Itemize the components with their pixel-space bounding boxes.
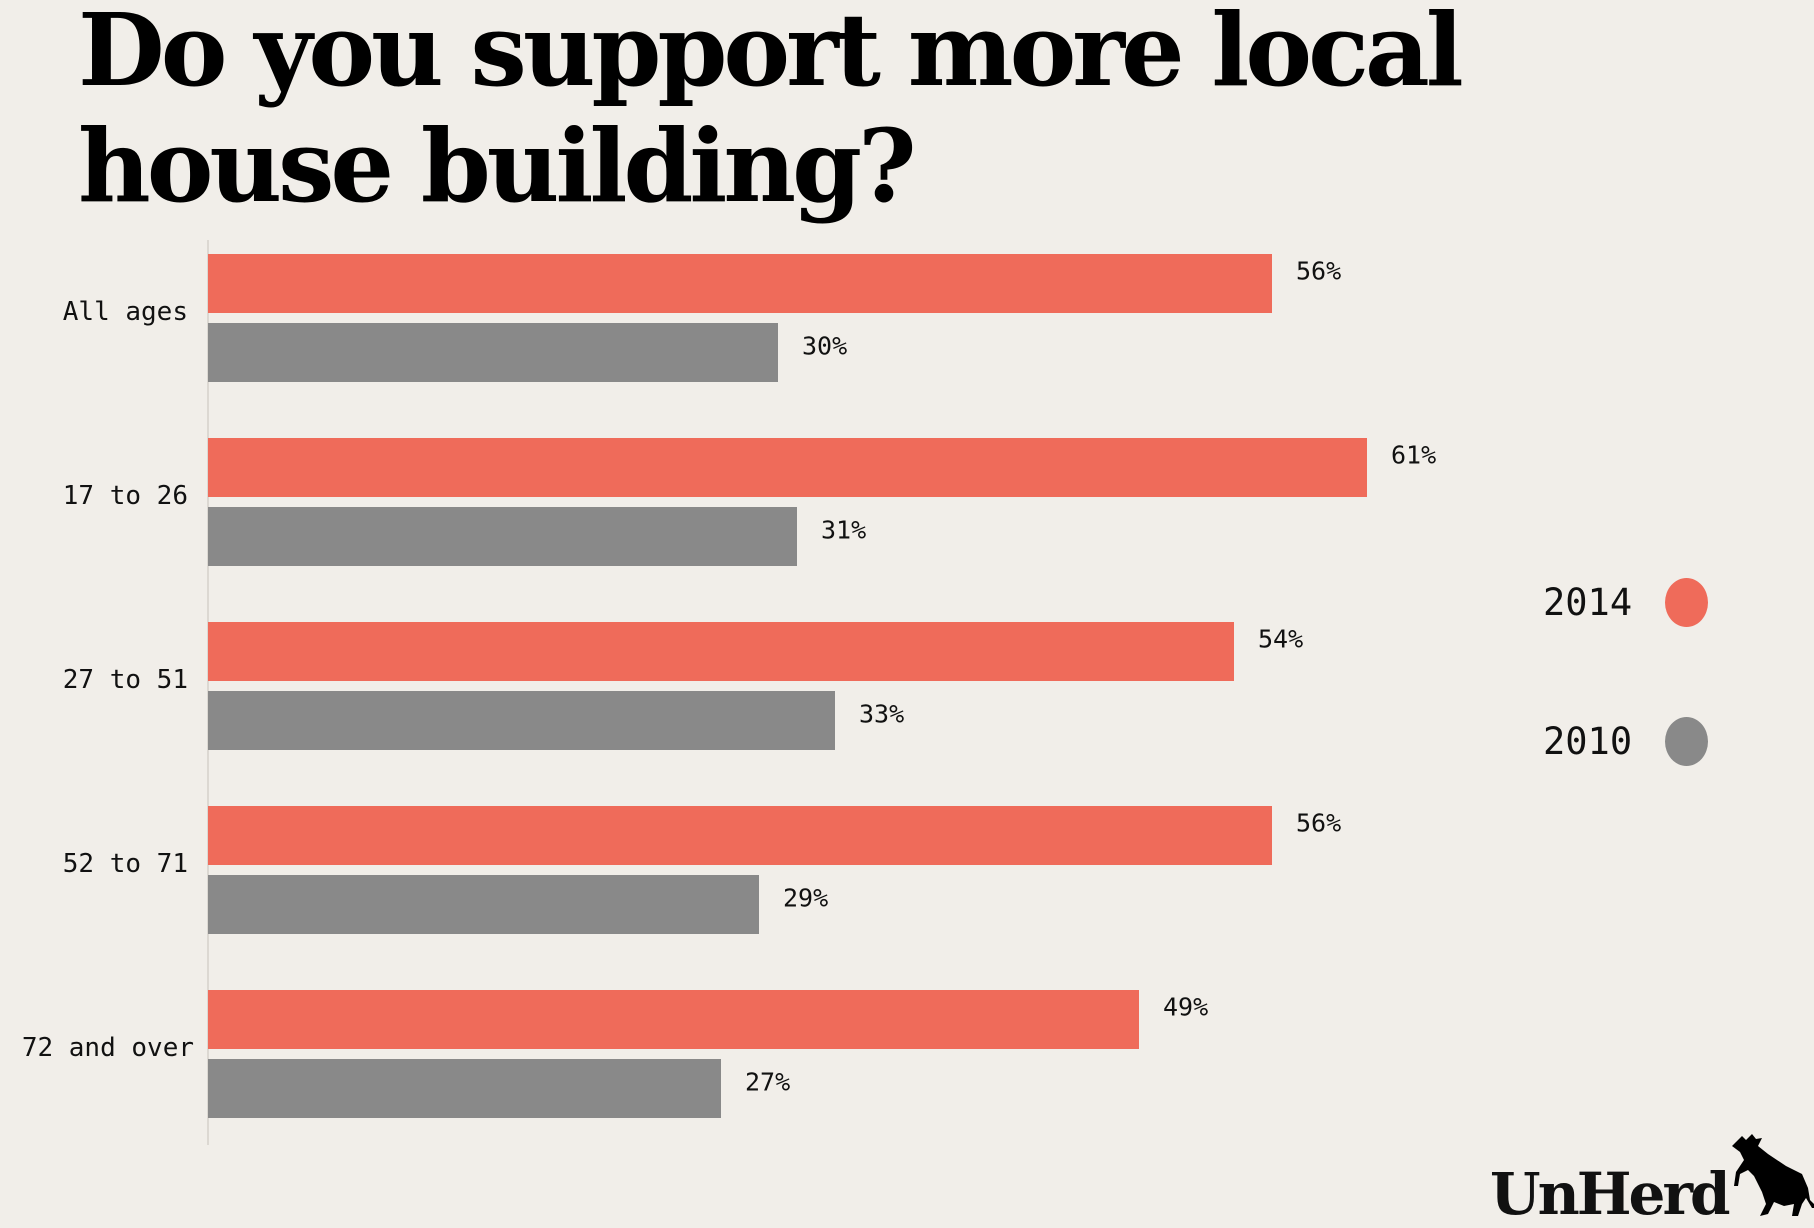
logo-text: UnHerd <box>1490 1160 1731 1228</box>
legend-dot-2014 <box>1665 578 1708 627</box>
value-label: 29% <box>783 884 828 913</box>
legend-label: 2010 <box>1543 720 1633 763</box>
value-label: 49% <box>1163 993 1208 1022</box>
value-label: 31% <box>821 516 866 545</box>
value-label: 54% <box>1258 625 1303 654</box>
bar-2010-27-to-51 <box>208 691 835 750</box>
bar-2010-72-and-over <box>208 1059 721 1118</box>
value-label: 30% <box>802 332 847 361</box>
bar-2014-17-to-26 <box>208 438 1367 497</box>
value-label: 56% <box>1296 809 1341 838</box>
unherd-logo: UnHerd <box>1490 1130 1814 1224</box>
value-label: 33% <box>859 700 904 729</box>
category-label: 17 to 26 <box>63 481 188 511</box>
chart-title: Do you support more local house building… <box>78 0 1464 225</box>
category-label: 52 to 71 <box>63 849 188 879</box>
category-label: All ages <box>63 297 188 327</box>
value-label: 56% <box>1296 257 1341 286</box>
category-label: 72 and over <box>22 1033 194 1063</box>
value-label: 61% <box>1391 441 1436 470</box>
bar-2014-72-and-over <box>208 990 1139 1049</box>
legend-label: 2014 <box>1543 581 1633 624</box>
bar-2010-17-to-26 <box>208 507 797 566</box>
legend-item-2014: 2014 <box>1543 578 1708 627</box>
bar-2014-all-ages <box>208 254 1272 313</box>
bar-2014-27-to-51 <box>208 622 1234 681</box>
bar-2010-52-to-71 <box>208 875 759 934</box>
legend-dot-2010 <box>1665 717 1708 766</box>
value-label: 27% <box>745 1068 790 1097</box>
bars-group: All ages 56% 30% 17 to 26 61% 31% 27 to 51 54% 3… <box>22 254 1436 1118</box>
legend-item-2010: 2010 <box>1543 717 1708 766</box>
cow-icon <box>1731 1134 1814 1216</box>
bar-2010-all-ages <box>208 323 778 382</box>
bar-2014-52-to-71 <box>208 806 1272 865</box>
category-label: 27 to 51 <box>63 665 188 695</box>
